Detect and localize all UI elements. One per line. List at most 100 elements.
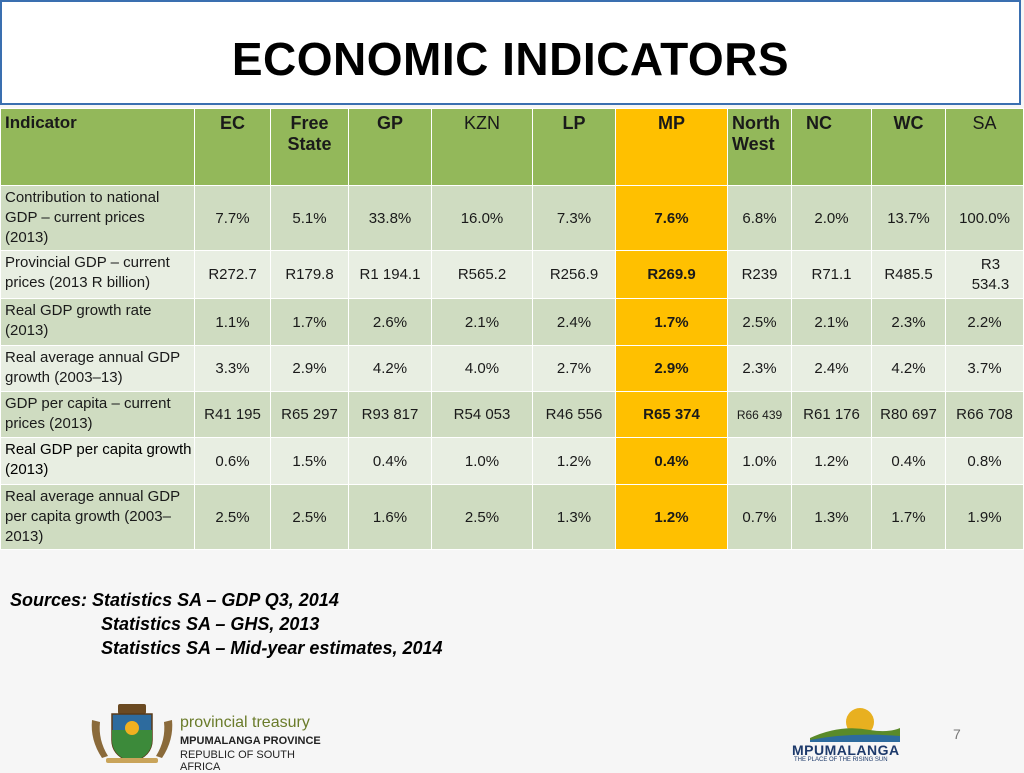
mpumalanga-name: MPUMALANGA — [792, 742, 900, 758]
cell-nc: 1.3% — [791, 484, 872, 550]
cell-north-west: 0.7% — [727, 484, 792, 550]
rising-sun-icon — [810, 708, 900, 742]
header-lp: LP — [532, 108, 616, 186]
cell-ec: 3.3% — [194, 345, 271, 392]
cell-nc: 1.2% — [791, 437, 872, 485]
header-row: Indicator EC Free State GP KZN LP MP Nort… — [0, 108, 1024, 186]
cell-free-state: 2.9% — [270, 345, 349, 392]
source-line: Statistics SA – Mid-year estimates, 2014 — [101, 638, 443, 658]
page-number: 7 — [953, 726, 961, 742]
cell-mp: 1.7% — [615, 298, 728, 346]
cell-mp: R65 374 — [615, 391, 728, 438]
republic-name: REPUBLIC OF SOUTH AFRICA — [180, 749, 295, 773]
cell-nc: R71.1 — [791, 250, 872, 299]
cell-kzn: 16.0% — [431, 185, 533, 251]
cell-north-west: 6.8% — [727, 185, 792, 251]
cell-lp: 2.4% — [532, 298, 616, 346]
cell-ec: R41 195 — [194, 391, 271, 438]
table-row: GDP per capita – current prices (2013) R… — [0, 391, 1024, 438]
cell-sa: 3.7% — [945, 345, 1024, 392]
cell-gp: R1 194.1 — [348, 250, 432, 299]
header-gp: GP — [348, 108, 432, 186]
cell-wc: 2.3% — [871, 298, 946, 346]
cell-free-state: 1.7% — [270, 298, 349, 346]
cell-lp: 7.3% — [532, 185, 616, 251]
cell-lp: R46 556 — [532, 391, 616, 438]
table-row: Real GDP growth rate (2013) 1.1% 1.7% 2.… — [0, 298, 1024, 346]
cell-mp: 2.9% — [615, 345, 728, 392]
table-row: Real average annual GDP per capita growt… — [0, 484, 1024, 550]
row-label: Real GDP growth rate (2013) — [0, 298, 195, 346]
cell-kzn: 2.1% — [431, 298, 533, 346]
cell-wc: 0.4% — [871, 437, 946, 485]
header-wc: WC — [871, 108, 946, 186]
cell-mp: 7.6% — [615, 185, 728, 251]
cell-gp: 1.6% — [348, 484, 432, 550]
cell-nc: 2.0% — [791, 185, 872, 251]
cell-wc: 1.7% — [871, 484, 946, 550]
cell-north-west: 2.5% — [727, 298, 792, 346]
table-row: Real average annual GDP growth (2003–13)… — [0, 345, 1024, 392]
cell-free-state: 2.5% — [270, 484, 349, 550]
cell-kzn: 4.0% — [431, 345, 533, 392]
cell-nc: 2.1% — [791, 298, 872, 346]
cell-gp: 4.2% — [348, 345, 432, 392]
cell-lp: 2.7% — [532, 345, 616, 392]
header-ec: EC — [194, 108, 271, 186]
cell-wc: R485.5 — [871, 250, 946, 299]
mpumalanga-tagline: THE PLACE OF THE RISING SUN — [794, 757, 888, 763]
source-line: Statistics SA – GHS, 2013 — [101, 614, 320, 634]
cell-sa: 2.2% — [945, 298, 1024, 346]
cell-ec: 0.6% — [194, 437, 271, 485]
cell-nc: 2.4% — [791, 345, 872, 392]
cell-kzn: R54 053 — [431, 391, 533, 438]
cell-sa: R3 534.3 — [945, 250, 1024, 299]
cell-free-state: 5.1% — [270, 185, 349, 251]
cell-lp: R256.9 — [532, 250, 616, 299]
indicators-table: Indicator EC Free State GP KZN LP MP Nort… — [0, 108, 1024, 550]
header-north-west: North West — [727, 108, 792, 186]
header-kzn: KZN — [431, 108, 533, 186]
source-line: Statistics SA – GDP Q3, 2014 — [92, 590, 339, 610]
table-row: Real GDP per capita growth (2013) 0.6% 1… — [0, 437, 1024, 485]
cell-wc: R80 697 — [871, 391, 946, 438]
cell-lp: 1.3% — [532, 484, 616, 550]
row-label: Real average annual GDP growth (2003–13) — [0, 345, 195, 392]
header-mp: MP — [615, 108, 728, 186]
cell-sa: 0.8% — [945, 437, 1024, 485]
row-label: Real average annual GDP per capita growt… — [0, 484, 195, 550]
cell-kzn: 2.5% — [431, 484, 533, 550]
cell-north-west: R66 439 — [727, 391, 792, 438]
cell-gp: R93 817 — [348, 391, 432, 438]
cell-north-west: 2.3% — [727, 345, 792, 392]
row-label: Contribution to national GDP – current p… — [0, 185, 195, 251]
cell-ec: 2.5% — [194, 484, 271, 550]
row-label: Provincial GDP – current prices (2013 R … — [0, 250, 195, 299]
table-row: Provincial GDP – current prices (2013 R … — [0, 250, 1024, 299]
cell-wc: 13.7% — [871, 185, 946, 251]
cell-sa: 1.9% — [945, 484, 1024, 550]
row-label: GDP per capita – current prices (2013) — [0, 391, 195, 438]
coat-of-arms-icon — [91, 704, 173, 763]
header-nc: NC — [791, 108, 872, 186]
cell-sa: R66 708 — [945, 391, 1024, 438]
cell-free-state: R179.8 — [270, 250, 349, 299]
header-free-state: Free State — [270, 108, 349, 186]
cell-ec: R272.7 — [194, 250, 271, 299]
province-name: MPUMALANGA PROVINCE — [180, 735, 321, 747]
cell-north-west: R239 — [727, 250, 792, 299]
header-indicator: Indicator — [0, 108, 195, 186]
title-box: ECONOMIC INDICATORS — [0, 0, 1021, 105]
cell-free-state: 1.5% — [270, 437, 349, 485]
cell-ec: 7.7% — [194, 185, 271, 251]
mpumalanga-logo: MPUMALANGA THE PLACE OF THE RISING SUN — [792, 704, 912, 764]
cell-ec: 1.1% — [194, 298, 271, 346]
table-row: Contribution to national GDP – current p… — [0, 185, 1024, 251]
cell-gp: 2.6% — [348, 298, 432, 346]
cell-north-west: 1.0% — [727, 437, 792, 485]
sources-label: Sources: — [10, 590, 88, 610]
cell-kzn: R565.2 — [431, 250, 533, 299]
cell-mp: 0.4% — [615, 437, 728, 485]
row-label: Real GDP per capita growth (2013) — [0, 437, 195, 485]
cell-gp: 33.8% — [348, 185, 432, 251]
